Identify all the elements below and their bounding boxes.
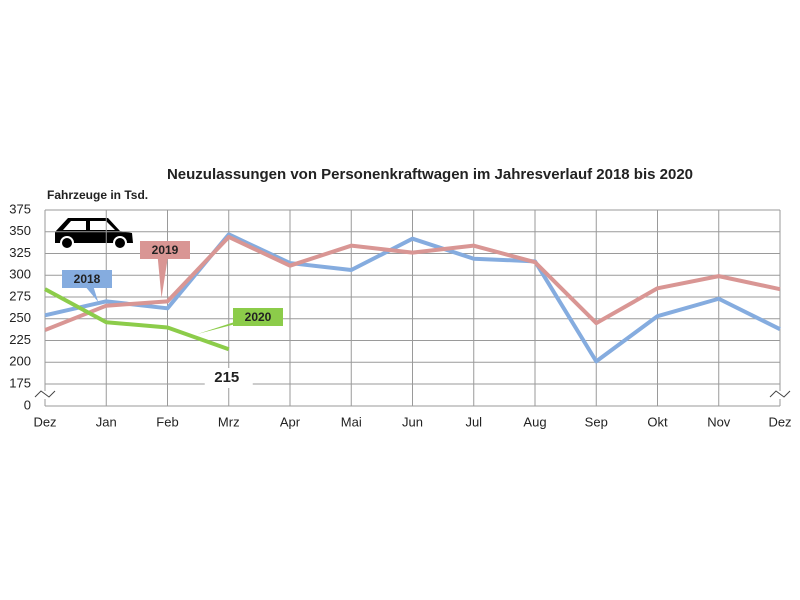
legend-box (233, 308, 283, 326)
line-series (44, 287, 230, 352)
x-tick-label: Aug (523, 414, 546, 429)
line-series (44, 232, 781, 364)
y-tick-label: 175 (9, 375, 31, 390)
data-label-bg (204, 368, 253, 388)
legend-label: 2020 (245, 310, 272, 324)
chart-title: Neuzulassungen von Personenkraftwagen im… (167, 166, 693, 183)
x-tick-label: Jul (465, 414, 482, 429)
axis-break (34, 390, 56, 398)
y-axis-label: Fahrzeuge in Tsd. (47, 188, 148, 202)
y-tick-label: 325 (9, 245, 31, 260)
y-tick-label: 200 (9, 354, 31, 369)
x-tick-label: Okt (647, 414, 668, 429)
y-tick-label: 225 (9, 332, 31, 347)
car-icon (55, 218, 133, 250)
x-tick-label: Mrz (218, 414, 240, 429)
legend-label: 2018 (74, 272, 101, 286)
x-tick-label: Mai (341, 414, 362, 429)
x-tick-label: Sep (585, 414, 608, 429)
line-series (44, 234, 781, 332)
legend-label: 2019 (152, 243, 179, 257)
axis-break-gap (35, 391, 55, 399)
data-label: 215 (214, 369, 239, 386)
x-tick-label: Jan (96, 414, 117, 429)
y-tick-label: 275 (9, 288, 31, 303)
x-tick-label: Jun (402, 414, 423, 429)
y-tick-label: 350 (9, 223, 31, 238)
axis-break-gap (770, 391, 790, 399)
y-tick-label: 375 (9, 201, 31, 216)
legend-box (140, 241, 190, 259)
y-tick-label: 300 (9, 267, 31, 282)
axis-break (769, 390, 791, 398)
x-tick-label: Dez (33, 414, 56, 429)
y-tick-label: 250 (9, 310, 31, 325)
y-tick-label: 0 (24, 397, 31, 412)
x-tick-label: Feb (156, 414, 178, 429)
x-tick-label: Dez (768, 414, 791, 429)
legend-box (62, 270, 112, 288)
x-tick-label: Nov (707, 414, 731, 429)
x-tick-label: Apr (280, 414, 301, 429)
legend-pointer (157, 250, 169, 298)
